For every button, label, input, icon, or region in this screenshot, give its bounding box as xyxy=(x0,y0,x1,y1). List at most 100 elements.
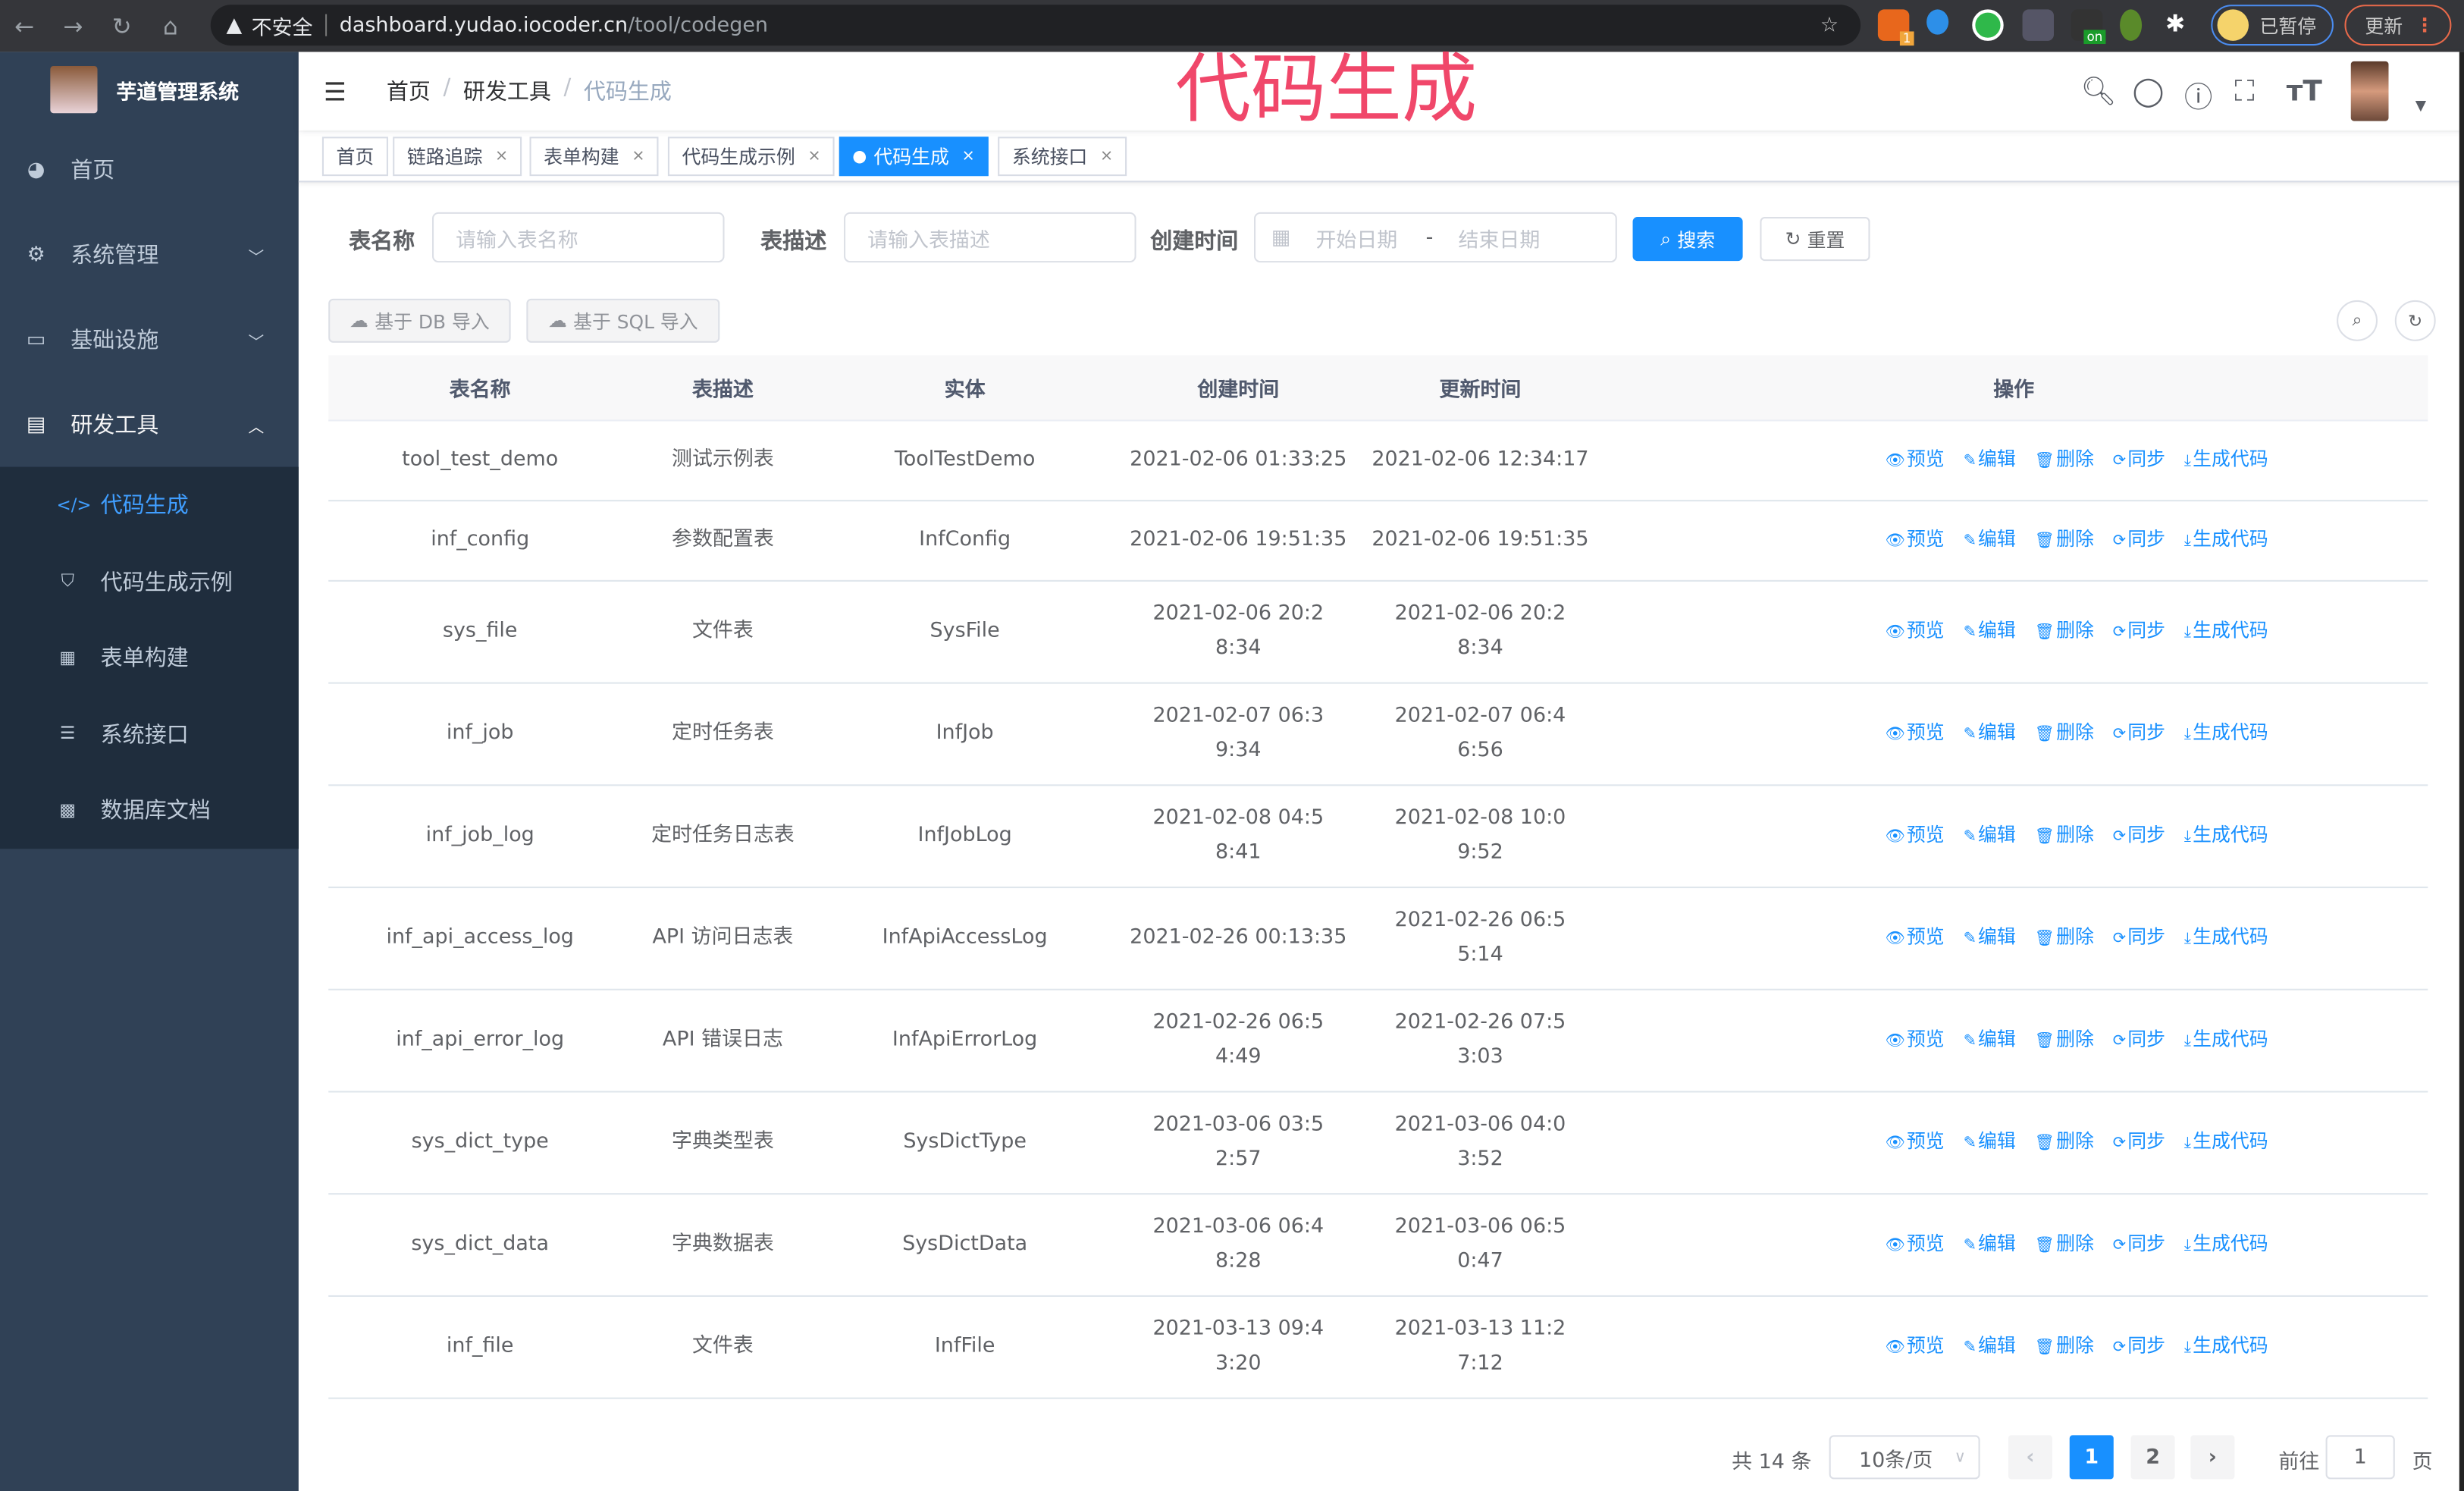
edit-button[interactable]: ✎ 编辑 xyxy=(1964,1124,2016,1162)
import-db-button[interactable]: ☁ 基于 DB 导入 xyxy=(328,298,511,343)
delete-button[interactable]: 🗑︎ 删除 xyxy=(2035,1226,2094,1264)
generate-code-button[interactable]: ⤓ 生成代码 xyxy=(2184,613,2268,651)
tag-codegen[interactable]: 代码生成 × xyxy=(839,137,989,177)
close-icon[interactable]: × xyxy=(632,147,645,165)
delete-button[interactable]: 🗑︎ 删除 xyxy=(2035,441,2094,479)
font-size-icon[interactable]: ᴛT xyxy=(2286,75,2322,109)
sync-button[interactable]: ⟳ 同步 xyxy=(2113,441,2165,479)
generate-code-button[interactable]: ⤓ 生成代码 xyxy=(2184,1022,2268,1059)
github-icon[interactable]: ◯ xyxy=(2132,75,2165,109)
breadcrumb-devtools[interactable]: 研发工具 xyxy=(462,80,551,105)
caret-down-icon[interactable]: ▼ xyxy=(2415,99,2427,115)
sidebar-item-infra[interactable]: ▭ 基础设施 ﹀ xyxy=(0,297,299,382)
sidebar-item-db-doc[interactable]: ▩ 数据库文档 xyxy=(0,772,299,849)
sidebar-item-system[interactable]: ⚙ 系统管理 ﹀ xyxy=(0,212,299,297)
tag-codegen-demo[interactable]: 代码生成示例 × xyxy=(667,137,835,177)
page-size-select[interactable]: 10条/页 ∨ xyxy=(1829,1435,1980,1480)
sync-button[interactable]: ⟳ 同步 xyxy=(2113,1124,2165,1162)
sidebar-item-codegen[interactable]: </> 代码生成 xyxy=(0,467,299,544)
page-2-button[interactable]: 2 xyxy=(2130,1435,2175,1480)
toggle-search-button[interactable]: ⌕ xyxy=(2337,300,2378,341)
next-page-button[interactable]: › xyxy=(2190,1435,2235,1480)
preview-button[interactable]: 👁︎ 预览 xyxy=(1886,1328,1945,1366)
reload-icon[interactable]: ↻ xyxy=(111,11,132,40)
delete-button[interactable]: 🗑︎ 删除 xyxy=(2035,522,2094,560)
table-desc-input[interactable]: 请输入表描述 xyxy=(844,212,1136,263)
close-icon[interactable]: × xyxy=(494,147,509,165)
bookmark-star-icon[interactable]: ☆ xyxy=(1820,13,1839,37)
edit-button[interactable]: ✎ 编辑 xyxy=(1964,1226,2016,1264)
sync-button[interactable]: ⟳ 同步 xyxy=(2113,920,2165,958)
grid-extension-icon[interactable] xyxy=(2022,9,2055,41)
preview-button[interactable]: 👁︎ 预览 xyxy=(1886,920,1945,958)
sync-button[interactable]: ⟳ 同步 xyxy=(2113,818,2165,855)
generate-code-button[interactable]: ⤓ 生成代码 xyxy=(2184,1124,2268,1162)
delete-button[interactable]: 🗑︎ 删除 xyxy=(2035,1328,2094,1366)
edit-button[interactable]: ✎ 编辑 xyxy=(1964,522,2016,560)
preview-button[interactable]: 👁︎ 预览 xyxy=(1886,522,1945,560)
delete-button[interactable]: 🗑︎ 删除 xyxy=(2035,715,2094,753)
vue-extension-icon[interactable] xyxy=(1972,9,2004,41)
tag-home[interactable]: 首页 xyxy=(321,137,388,177)
preview-button[interactable]: 👁︎ 预览 xyxy=(1886,1022,1945,1059)
refresh-button[interactable]: ↻ xyxy=(2394,300,2436,341)
import-sql-button[interactable]: ☁ 基于 SQL 导入 xyxy=(526,298,720,343)
sidebar-item-home[interactable]: ◕ 首页 xyxy=(0,127,299,212)
fullscreen-icon[interactable]: ⛶ xyxy=(2234,75,2255,109)
preview-button[interactable]: 👁︎ 预览 xyxy=(1886,613,1945,651)
sync-button[interactable]: ⟳ 同步 xyxy=(2113,1022,2165,1059)
generate-code-button[interactable]: ⤓ 生成代码 xyxy=(2184,1226,2268,1264)
generate-code-button[interactable]: ⤓ 生成代码 xyxy=(2184,522,2268,560)
edit-button[interactable]: ✎ 编辑 xyxy=(1964,613,2016,651)
reset-button[interactable]: ↻ 重置 xyxy=(1760,217,1870,262)
delete-button[interactable]: 🗑︎ 删除 xyxy=(2035,920,2094,958)
delete-button[interactable]: 🗑︎ 删除 xyxy=(2035,1022,2094,1059)
logo[interactable]: 芋道管理系统 xyxy=(0,52,299,127)
generate-code-button[interactable]: ⤓ 生成代码 xyxy=(2184,818,2268,855)
sidebar-item-devtools[interactable]: ▤ 研发工具 ︿ xyxy=(0,382,299,467)
preview-button[interactable]: 👁︎ 预览 xyxy=(1886,441,1945,479)
scrollbar[interactable] xyxy=(2459,52,2464,1491)
diamond-extension-icon[interactable] xyxy=(1926,9,1949,35)
sidebar-item-swagger[interactable]: ☰ 系统接口 xyxy=(0,695,299,772)
sync-button[interactable]: ⟳ 同步 xyxy=(2113,522,2165,560)
hamburger-icon[interactable]: ☰ xyxy=(323,76,346,106)
generate-code-button[interactable]: ⤓ 生成代码 xyxy=(2184,441,2268,479)
preview-button[interactable]: 👁︎ 预览 xyxy=(1886,1124,1945,1162)
delete-button[interactable]: 🗑︎ 删除 xyxy=(2035,818,2094,855)
goto-page-input[interactable]: 1 xyxy=(2325,1435,2395,1480)
date-range-picker[interactable]: ▦ 开始日期 - 结束日期 xyxy=(1254,212,1617,263)
close-icon[interactable]: × xyxy=(961,147,975,165)
puzzle-icon[interactable]: ✱ xyxy=(2165,9,2186,38)
close-icon[interactable]: × xyxy=(807,147,821,165)
sync-button[interactable]: ⟳ 同步 xyxy=(2113,613,2165,651)
table-name-input[interactable]: 请输入表名称 xyxy=(431,212,725,263)
delete-button[interactable]: 🗑︎ 删除 xyxy=(2035,613,2094,651)
page-1-button[interactable]: 1 xyxy=(2069,1435,2114,1480)
edit-button[interactable]: ✎ 编辑 xyxy=(1964,715,2016,753)
sync-button[interactable]: ⟳ 同步 xyxy=(2113,715,2165,753)
preview-button[interactable]: 👁︎ 预览 xyxy=(1886,715,1945,753)
generate-code-button[interactable]: ⤓ 生成代码 xyxy=(2184,715,2268,753)
breadcrumb-home[interactable]: 首页 xyxy=(386,80,431,105)
list-extension-icon[interactable]: on xyxy=(2071,9,2106,45)
help-icon[interactable]: ⓘ xyxy=(2184,81,2213,115)
tag-swagger[interactable]: 系统接口 × xyxy=(998,137,1127,177)
edit-button[interactable]: ✎ 编辑 xyxy=(1964,1022,2016,1059)
tag-trace[interactable]: 链路追踪 × xyxy=(393,137,522,177)
forward-icon[interactable]: → xyxy=(63,11,83,40)
close-icon[interactable]: × xyxy=(1099,147,1114,165)
search-button[interactable]: ⌕ 搜索 xyxy=(1632,217,1743,262)
home-icon[interactable]: ⌂ xyxy=(163,11,178,40)
back-icon[interactable]: ← xyxy=(14,11,35,40)
sync-button[interactable]: ⟳ 同步 xyxy=(2113,1328,2165,1366)
edit-button[interactable]: ✎ 编辑 xyxy=(1964,1328,2016,1366)
sidebar-item-codegen-demo[interactable]: ⛉ 代码生成示例 xyxy=(0,543,299,620)
update-button[interactable]: 更新 ⋮ xyxy=(2344,5,2452,46)
edit-button[interactable]: ✎ 编辑 xyxy=(1964,441,2016,479)
prev-page-button[interactable]: ‹ xyxy=(2008,1435,2052,1480)
search-icon[interactable]: 🔍︎ xyxy=(2080,75,2117,109)
sidebar-item-form-build[interactable]: ▦ 表单构建 xyxy=(0,620,299,696)
address-bar[interactable]: ▲ 不安全 dashboard.yudao.iocoder.cn/tool/co… xyxy=(210,5,1861,46)
key-extension-icon[interactable] xyxy=(2120,9,2143,41)
